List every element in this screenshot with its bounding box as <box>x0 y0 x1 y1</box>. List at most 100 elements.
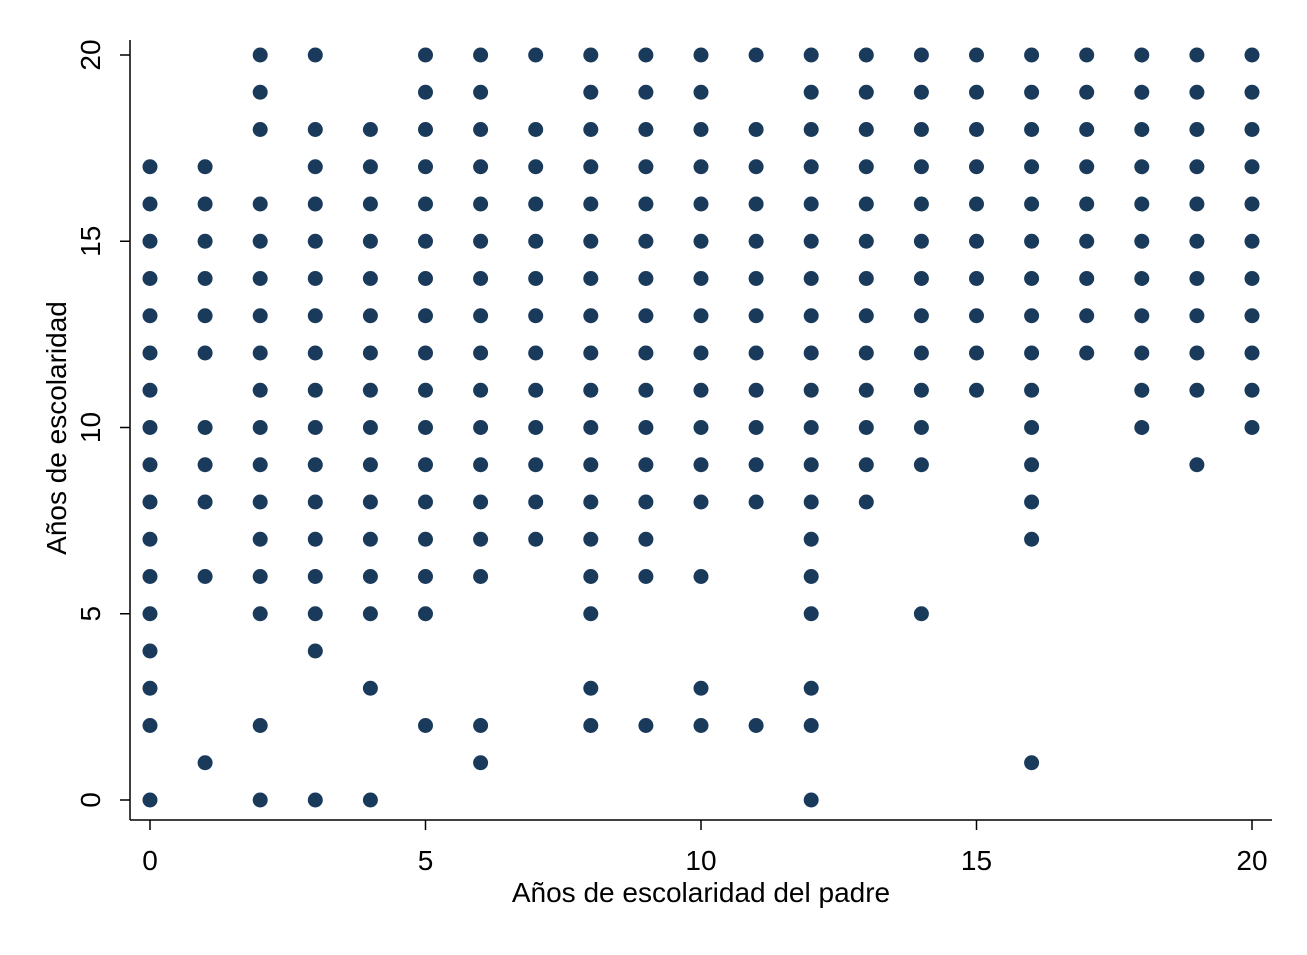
scatter-point <box>803 308 819 324</box>
scatter-point <box>1244 196 1260 212</box>
scatter-point <box>528 420 544 435</box>
scatter-point <box>969 382 984 398</box>
scatter-point <box>913 420 929 435</box>
scatter-point <box>307 308 323 324</box>
scatter-point <box>528 457 544 473</box>
scatter-point <box>858 420 874 435</box>
scatter-point <box>528 382 544 398</box>
scatter-point <box>362 159 378 175</box>
scatter-point <box>1024 531 1040 547</box>
scatter-point <box>748 196 764 212</box>
scatter-point <box>1079 233 1095 249</box>
scatter-point <box>913 382 929 398</box>
points-layer <box>142 47 1260 808</box>
scatter-point <box>913 345 929 361</box>
scatter-point <box>913 233 929 249</box>
scatter-point <box>748 382 764 398</box>
scatter-point <box>583 84 599 100</box>
scatter-point <box>803 382 819 398</box>
scatter-point <box>748 271 764 286</box>
scatter-point <box>197 457 213 473</box>
scatter-point <box>252 494 268 510</box>
scatter-point <box>1024 122 1040 137</box>
scatter-point <box>583 47 599 63</box>
scatter-point <box>1244 84 1260 100</box>
scatter-point <box>638 308 654 324</box>
scatter-point <box>473 718 489 733</box>
scatter-point <box>473 420 489 435</box>
scatter-point <box>1134 47 1150 63</box>
scatter-point <box>913 457 929 473</box>
scatter-point <box>693 233 709 249</box>
scatter-point <box>1134 84 1150 100</box>
scatter-point <box>362 122 378 137</box>
scatter-point <box>142 457 158 473</box>
scatter-point <box>858 382 874 398</box>
scatter-point <box>473 382 489 398</box>
scatter-point <box>693 271 709 286</box>
scatter-point <box>583 569 599 584</box>
scatter-point <box>803 606 819 622</box>
scatter-point <box>1024 457 1040 473</box>
scatter-point <box>858 47 874 63</box>
scatter-point <box>803 47 819 63</box>
x-tick-label: 0 <box>142 845 158 876</box>
scatter-point <box>638 122 654 137</box>
scatter-point <box>1244 233 1260 249</box>
scatter-point <box>969 159 984 175</box>
scatter-point <box>748 494 764 510</box>
scatter-point <box>638 345 654 361</box>
scatter-point <box>418 494 433 510</box>
scatter-point <box>252 84 268 100</box>
scatter-point <box>1024 196 1040 212</box>
scatter-point <box>418 308 433 324</box>
scatter-point <box>1134 159 1150 175</box>
scatter-point <box>197 196 213 212</box>
scatter-point <box>693 47 709 63</box>
scatter-point <box>307 159 323 175</box>
scatter-point <box>858 308 874 324</box>
scatter-point <box>307 494 323 510</box>
scatter-point <box>528 345 544 361</box>
scatter-point <box>803 420 819 435</box>
scatter-point <box>1024 382 1040 398</box>
scatter-point <box>142 792 158 808</box>
scatter-point <box>418 606 433 622</box>
scatter-point <box>1189 84 1205 100</box>
scatter-point <box>362 382 378 398</box>
scatter-point <box>803 345 819 361</box>
ticks-layer: 0 5 10 15 20 0 5 10 15 20 <box>75 39 1268 876</box>
scatter-point <box>803 680 819 696</box>
scatter-point <box>307 47 323 63</box>
scatter-point <box>473 569 489 584</box>
scatter-point <box>803 84 819 100</box>
scatter-point <box>197 755 213 771</box>
scatter-point <box>693 718 709 733</box>
scatter-point <box>197 233 213 249</box>
scatter-point <box>583 122 599 137</box>
scatter-point <box>1244 345 1260 361</box>
scatter-point <box>252 718 268 733</box>
scatter-point <box>803 494 819 510</box>
scatter-point <box>418 420 433 435</box>
scatter-point <box>803 531 819 547</box>
scatter-point <box>583 420 599 435</box>
scatter-point <box>638 531 654 547</box>
scatter-point <box>858 196 874 212</box>
scatter-point <box>252 308 268 324</box>
scatter-point <box>362 308 378 324</box>
scatter-point <box>418 196 433 212</box>
scatter-point <box>197 271 213 286</box>
scatter-point <box>473 122 489 137</box>
scatter-point <box>307 457 323 473</box>
scatter-point <box>307 420 323 435</box>
scatter-point <box>473 233 489 249</box>
scatter-point <box>858 345 874 361</box>
scatter-point <box>197 345 213 361</box>
scatter-point <box>969 84 984 100</box>
scatter-point <box>1134 345 1150 361</box>
scatter-point <box>969 345 984 361</box>
scatter-point <box>362 196 378 212</box>
scatter-point <box>803 122 819 137</box>
